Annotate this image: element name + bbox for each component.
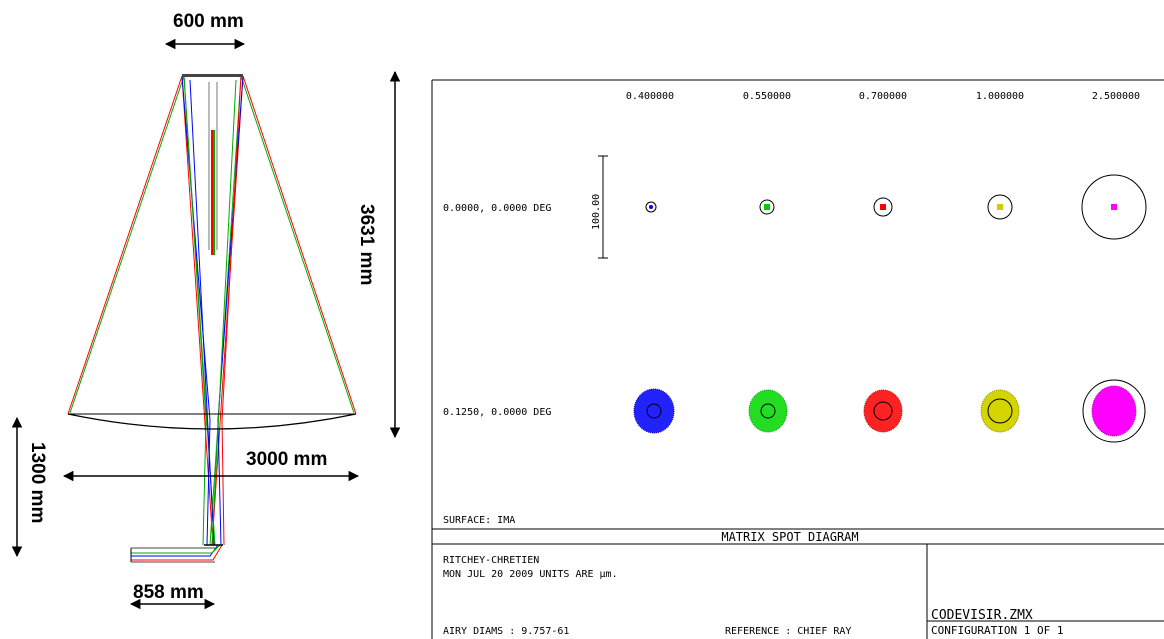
scale-bar — [598, 155, 608, 259]
scale-bar-label: 100.00 — [591, 194, 602, 230]
spot-cell — [863, 389, 903, 433]
dim-label-bottom: 858 mm — [133, 582, 204, 603]
spot-cell — [997, 204, 1003, 210]
dim-label-height: 3631 mm — [356, 204, 377, 285]
spot-cell — [880, 204, 886, 210]
field-label: 0.1250, 0.0000 DEG — [443, 407, 551, 418]
wavelength-label: 0.550000 — [743, 91, 791, 102]
wavelength-label: 0.400000 — [626, 91, 674, 102]
spot-row-off-axis — [633, 379, 1146, 443]
wavelength-label: 1.000000 — [976, 91, 1024, 102]
file-name: CODEVISIR.ZMX — [931, 608, 1033, 623]
secondary-mirror — [182, 74, 243, 77]
airy-diams: AIRY DIAMS : 9.757-61 — [443, 626, 569, 637]
configuration: CONFIGURATION 1 OF 1 — [931, 624, 1063, 637]
diagram-title: MATRIX SPOT DIAGRAM — [721, 530, 858, 544]
reference: REFERENCE : CHIEF RAY — [725, 626, 851, 637]
lens-name: RITCHEY-CHRETIEN — [443, 555, 539, 566]
field-label: 0.0000, 0.0000 DEG — [443, 203, 551, 214]
surface-label: SURFACE: IMA — [443, 515, 515, 526]
dim-label-width: 3000 mm — [246, 449, 327, 470]
primary-mirror — [67, 413, 357, 430]
spot-cell — [649, 205, 653, 209]
wavelength-label: 0.700000 — [859, 91, 907, 102]
wavelength-label: 2.500000 — [1092, 91, 1140, 102]
date-units: MON JUL 20 2009 UNITS ARE µm. — [443, 569, 618, 580]
ray-bundle — [67, 75, 357, 563]
telescope-layout-diagram: 600 mm 3631 mm 3000 mm 1300 mm 858 mm — [11, 11, 400, 610]
dim-label-top: 600 mm — [173, 11, 244, 32]
dim-label-lower-height: 1300 mm — [27, 442, 48, 523]
spot-cell — [633, 388, 675, 434]
spot-cell — [748, 389, 788, 433]
spot-cell — [1091, 385, 1137, 437]
spot-cell — [1111, 204, 1117, 210]
spot-cell — [764, 204, 770, 210]
spot-row-on-axis — [645, 174, 1147, 240]
spot-cell — [980, 389, 1020, 433]
